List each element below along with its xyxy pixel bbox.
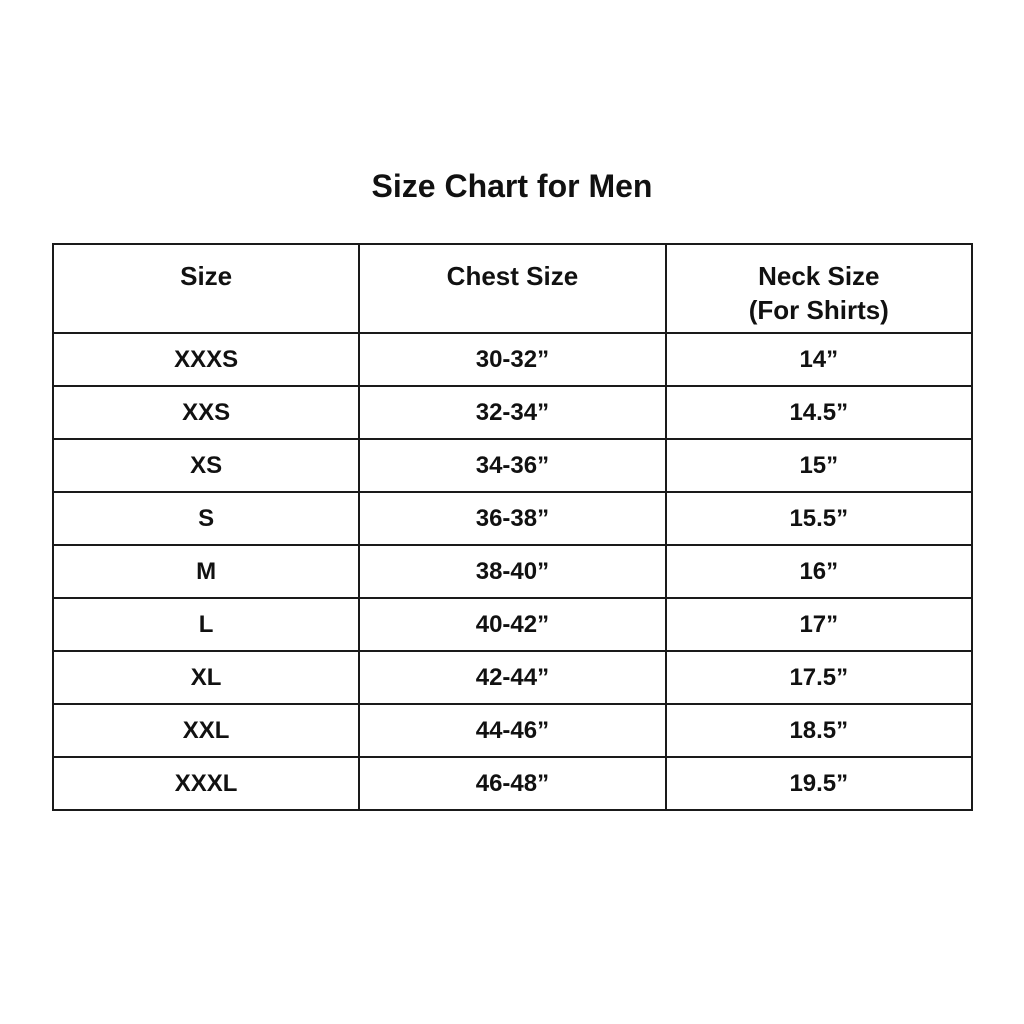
- cell-size: M: [51, 544, 361, 599]
- cell-chest: 44-46”: [358, 703, 667, 758]
- cell-chest: 42-44”: [358, 650, 667, 705]
- cell-chest: 30-32”: [358, 332, 667, 387]
- cell-neck: 17”: [664, 597, 974, 652]
- table-row: S 36-38” 15.5”: [51, 491, 974, 546]
- header-neck-label: Neck Size: [758, 261, 880, 291]
- cell-neck: 14.5”: [664, 385, 974, 440]
- cell-size: XXXS: [51, 332, 361, 387]
- cell-size: XL: [51, 650, 361, 705]
- table-row: XL 42-44” 17.5”: [51, 650, 974, 705]
- cell-size: XXS: [51, 385, 361, 440]
- cell-size: XXXL: [51, 756, 361, 811]
- table-row: L 40-42” 17”: [51, 597, 974, 652]
- cell-chest: 32-34”: [358, 385, 667, 440]
- cell-neck: 18.5”: [664, 703, 974, 758]
- cell-neck: 14”: [664, 332, 974, 387]
- cell-neck: 17.5”: [664, 650, 974, 705]
- table-row: M 38-40” 16”: [51, 544, 974, 599]
- cell-size: S: [51, 491, 361, 546]
- header-size: Size: [51, 243, 361, 334]
- table-header-row: Size Chest Size Neck Size (For Shirts): [51, 243, 974, 334]
- header-chest-size: Chest Size: [358, 243, 667, 334]
- cell-chest: 40-42”: [358, 597, 667, 652]
- table-row: XXXS 30-32” 14”: [51, 332, 974, 387]
- cell-neck: 15.5”: [664, 491, 974, 546]
- cell-size: XS: [51, 438, 361, 493]
- cell-chest: 36-38”: [358, 491, 667, 546]
- cell-size: XXL: [51, 703, 361, 758]
- cell-chest: 34-36”: [358, 438, 667, 493]
- size-chart-table: Size Chest Size Neck Size (For Shirts) X…: [51, 243, 974, 811]
- table-row: XXXL 46-48” 19.5”: [51, 756, 974, 811]
- page-title: Size Chart for Men: [371, 168, 653, 204]
- header-neck-sublabel: (For Shirts): [748, 295, 889, 325]
- cell-size: L: [51, 597, 361, 652]
- table-row: XXL 44-46” 18.5”: [51, 703, 974, 758]
- table-row: XS 34-36” 15”: [51, 438, 974, 493]
- table-row: XXS 32-34” 14.5”: [51, 385, 974, 440]
- cell-neck: 15”: [664, 438, 974, 493]
- cell-chest: 46-48”: [358, 756, 667, 811]
- cell-neck: 19.5”: [664, 756, 974, 811]
- cell-neck: 16”: [664, 544, 974, 599]
- header-neck-size: Neck Size (For Shirts): [664, 243, 974, 334]
- cell-chest: 38-40”: [358, 544, 667, 599]
